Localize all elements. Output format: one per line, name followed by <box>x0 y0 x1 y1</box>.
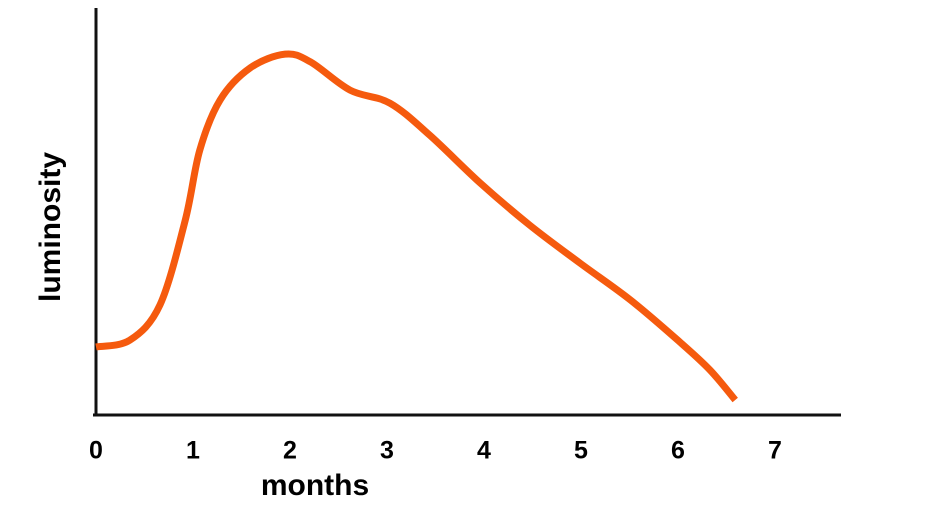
x-tick-label: 3 <box>380 437 394 465</box>
x-tick-label: 7 <box>768 437 782 465</box>
x-tick-label: 2 <box>283 437 297 465</box>
x-tick-label: 5 <box>574 437 588 465</box>
x-tick-label: 6 <box>671 437 685 465</box>
y-axis-title: luminosity <box>34 152 67 302</box>
x-tick-label: 4 <box>477 437 491 465</box>
line <box>95 50 738 403</box>
x-axis-title: months <box>261 469 369 502</box>
x-tick-label: 0 <box>89 437 103 465</box>
x-tick-label: 1 <box>186 437 200 465</box>
